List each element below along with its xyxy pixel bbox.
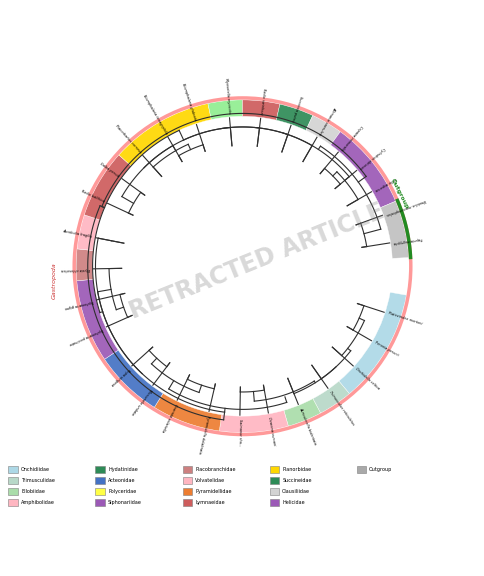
Wedge shape bbox=[219, 410, 288, 433]
Bar bbox=[8, 499, 18, 506]
Text: Elysia chlorotica: Elysia chlorotica bbox=[61, 267, 90, 271]
Text: Placobranchidae: Placobranchidae bbox=[195, 467, 235, 472]
Wedge shape bbox=[84, 155, 131, 220]
Text: Papnia eugrypta: Papnia eugrypta bbox=[393, 236, 422, 244]
Text: Auriculinella bidentata: Auriculinella bidentata bbox=[297, 407, 316, 445]
Text: Radix balthica: Radix balthica bbox=[80, 190, 105, 203]
Text: Rupa strigosa: Rupa strigosa bbox=[109, 367, 130, 386]
Text: Micromelo undata: Micromelo undata bbox=[130, 387, 152, 415]
Text: Myosotella myosotis: Myosotella myosotis bbox=[224, 78, 231, 114]
Bar bbox=[182, 488, 192, 495]
Text: Radix swinhoei: Radix swinhoei bbox=[258, 88, 266, 115]
Bar bbox=[8, 465, 18, 473]
Text: Pyramidella dolabrata: Pyramidella dolabrata bbox=[197, 415, 210, 453]
Wedge shape bbox=[77, 215, 100, 251]
Text: Cylindrus obtusus: Cylindrus obtusus bbox=[358, 146, 384, 169]
Bar bbox=[95, 499, 105, 506]
Bar bbox=[8, 488, 18, 495]
Text: Lymnaeidae: Lymnaeidae bbox=[195, 500, 224, 505]
Text: Pyramidellidae: Pyramidellidae bbox=[195, 489, 231, 494]
Text: Cepaea nemoralis: Cepaea nemoralis bbox=[338, 124, 362, 150]
Text: Albinaria caerulea: Albinaria caerulea bbox=[317, 105, 336, 135]
Wedge shape bbox=[76, 279, 118, 359]
Wedge shape bbox=[283, 399, 320, 426]
Wedge shape bbox=[76, 249, 93, 281]
Text: Outgroup: Outgroup bbox=[389, 177, 408, 210]
Text: Amphibolidae: Amphibolidae bbox=[21, 500, 55, 505]
Text: Siphonaria pectinata: Siphonaria pectinata bbox=[69, 327, 104, 345]
Text: Onchidiidae: Onchidiidae bbox=[21, 467, 50, 472]
Text: Trimusculidae: Trimusculidae bbox=[21, 478, 55, 483]
Bar bbox=[8, 477, 18, 484]
Text: Helicidae: Helicidae bbox=[282, 500, 304, 505]
Text: Succinea putris: Succinea putris bbox=[290, 96, 302, 122]
Bar bbox=[269, 499, 279, 506]
Text: RETRACTED ARTICLE: RETRACTED ARTICLE bbox=[126, 199, 387, 324]
Text: Biomphalaria tenagophila: Biomphalaria tenagophila bbox=[141, 94, 167, 135]
Text: Platevindex mortoni: Platevindex mortoni bbox=[386, 312, 422, 327]
Text: Trimusculus reticulatus: Trimusculus reticulatus bbox=[328, 391, 355, 426]
Wedge shape bbox=[154, 393, 221, 431]
Text: Planorbidae: Planorbidae bbox=[282, 467, 311, 472]
Text: Hydatinidae: Hydatinidae bbox=[108, 467, 137, 472]
Text: Peronia peronii: Peronia peronii bbox=[373, 341, 398, 358]
Wedge shape bbox=[305, 115, 340, 145]
Text: Acteonidae: Acteonidae bbox=[108, 478, 135, 483]
Wedge shape bbox=[276, 104, 312, 130]
Bar bbox=[269, 477, 279, 484]
Bar bbox=[95, 488, 105, 495]
Text: Planorbarius corneus: Planorbarius corneus bbox=[114, 124, 141, 154]
Text: Outgroup: Outgroup bbox=[368, 467, 392, 472]
Text: Biomphalaria glabrata: Biomphalaria glabrata bbox=[181, 83, 197, 122]
Bar bbox=[95, 477, 105, 484]
Wedge shape bbox=[380, 201, 408, 259]
Wedge shape bbox=[242, 100, 279, 120]
Text: Siphonaria gigas: Siphonaria gigas bbox=[64, 299, 94, 309]
Text: Succineidae: Succineidae bbox=[282, 478, 311, 483]
Text: Helix aspersa: Helix aspersa bbox=[373, 176, 396, 192]
Bar bbox=[269, 465, 279, 473]
Text: Clausiliidae: Clausiliidae bbox=[282, 489, 309, 494]
Bar bbox=[95, 465, 105, 473]
Text: Nautilus macromphalus: Nautilus macromphalus bbox=[385, 198, 425, 216]
Text: Ellobiidae: Ellobiidae bbox=[21, 489, 45, 494]
Text: Ascobulia fragilis: Ascobulia fragilis bbox=[62, 229, 92, 239]
Text: Polyceridae: Polyceridae bbox=[108, 489, 136, 494]
Bar bbox=[182, 465, 192, 473]
Wedge shape bbox=[105, 350, 163, 407]
Bar bbox=[182, 499, 192, 506]
Wedge shape bbox=[330, 132, 395, 208]
Text: Gastropoda: Gastropoda bbox=[51, 263, 56, 299]
Wedge shape bbox=[312, 381, 348, 413]
Bar bbox=[269, 488, 279, 495]
Text: Galba pervia: Galba pervia bbox=[99, 162, 120, 178]
Text: Saimanor rha...: Saimanor rha... bbox=[237, 419, 242, 446]
Bar bbox=[356, 465, 365, 473]
Wedge shape bbox=[208, 100, 242, 120]
Text: Granata solariella: Granata solariella bbox=[160, 403, 177, 433]
Bar bbox=[182, 477, 192, 484]
Wedge shape bbox=[119, 104, 211, 166]
Text: Volvatelidae: Volvatelidae bbox=[195, 478, 225, 483]
Wedge shape bbox=[338, 292, 406, 393]
Text: Ovarena vurcani: Ovarena vurcani bbox=[267, 416, 275, 446]
Text: Siphonariidae: Siphonariidae bbox=[108, 500, 142, 505]
Text: Onchidella celtica: Onchidella celtica bbox=[354, 367, 380, 391]
